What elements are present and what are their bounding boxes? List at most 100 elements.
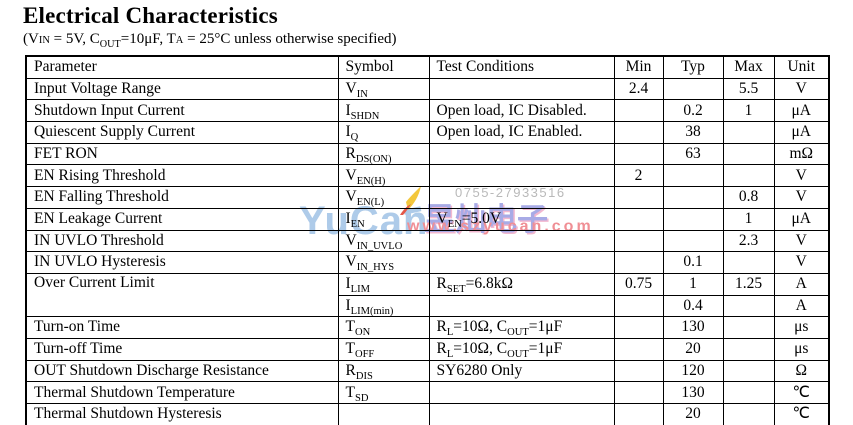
max-cell: 0.8 (722, 186, 775, 209)
symbol-cell: RDS(ON) (337, 142, 430, 166)
typ-cell: 130 (662, 381, 724, 404)
unit-cell: ℃ (773, 381, 830, 404)
param-cell: OUT Shutdown Discharge Resistance (25, 359, 339, 383)
table-row: EN Leakage Current IEN VEN=5.0V 1 μA (25, 207, 830, 231)
symbol-cell: ILIM(min) (337, 294, 430, 318)
param-cell: FET RON (25, 142, 339, 166)
param-cell: Over Current Limit (25, 272, 339, 318)
typ-cell: 130 (662, 316, 724, 339)
conditions-cell: VEN=5.0V (428, 207, 615, 231)
unit-cell: V (773, 229, 830, 253)
symbol-cell: TON (337, 316, 430, 339)
min-cell (613, 337, 664, 361)
unit-cell: μs (773, 337, 830, 361)
typ-cell (662, 77, 724, 101)
min-cell (613, 99, 664, 123)
conditions-cell (428, 164, 615, 188)
param-cell: EN Rising Threshold (25, 164, 339, 188)
min-cell (613, 381, 664, 404)
symbol-cell: TOFF (337, 337, 430, 361)
max-cell: 1.25 (722, 272, 775, 296)
col-header-unit: Unit (773, 55, 830, 79)
symbol-cell: VEN(L) (337, 186, 430, 209)
min-cell: 0.75 (613, 272, 664, 296)
typ-cell: 0.2 (662, 99, 724, 123)
conditions-cell: SY6280 Only (428, 359, 615, 383)
min-cell (613, 229, 664, 253)
table-row: EN Falling Threshold VEN(L) 0.8 V (25, 186, 830, 209)
unit-cell: A (773, 294, 830, 318)
test-conditions-note: (VIN = 5V, COUT=10μF, TA = 25°C unless o… (23, 31, 397, 51)
param-cell: IN UVLO Threshold (25, 229, 339, 253)
min-cell: 2.4 (613, 77, 664, 101)
typ-cell (662, 164, 724, 188)
min-cell: 2 (613, 164, 664, 188)
symbol-cell: ILIM (337, 272, 430, 296)
typ-cell: 120 (662, 359, 724, 383)
symbol-cell: VIN (337, 77, 430, 101)
unit-cell: μA (773, 99, 830, 123)
symbol-cell: IEN (337, 207, 430, 231)
min-cell (613, 121, 664, 144)
conditions-cell: RL=10Ω, COUT=1μF (428, 337, 615, 361)
typ-cell: 1 (662, 272, 724, 296)
table-row: Turn-off Time TOFF RL=10Ω, COUT=1μF 20 μ… (25, 337, 830, 361)
conditions-cell: RSET=6.8kΩ (428, 272, 615, 296)
typ-cell (662, 229, 724, 253)
symbol-cell (337, 402, 430, 425)
max-cell (722, 142, 775, 166)
unit-cell: A (773, 272, 830, 296)
conditions-cell (428, 402, 615, 425)
max-cell (722, 381, 775, 404)
conditions-cell (428, 251, 615, 274)
min-cell (613, 186, 664, 209)
symbol-cell: RDIS (337, 359, 430, 383)
param-cell: EN Falling Threshold (25, 186, 339, 209)
max-cell (722, 359, 775, 383)
symbol-cell: VEN(H) (337, 164, 430, 188)
table-row: Input Voltage Range VIN 2.4 5.5 V (25, 77, 830, 101)
max-cell: 1 (722, 207, 775, 231)
min-cell (613, 251, 664, 274)
conditions-cell (428, 77, 615, 101)
min-cell (613, 316, 664, 339)
table-row: Quiescent Supply Current IQ Open load, I… (25, 121, 830, 144)
symbol-cell: IQ (337, 121, 430, 144)
min-cell (613, 294, 664, 318)
conditions-cell (428, 186, 615, 209)
min-cell (613, 359, 664, 383)
symbol-cell: VIN_UVLO (337, 229, 430, 253)
max-cell (722, 337, 775, 361)
table-row: ILIM(min) 0.4 A (26, 294, 830, 318)
unit-cell: mΩ (773, 142, 830, 166)
param-cell: Input Voltage Range (25, 77, 339, 101)
table-row: Thermal Shutdown Temperature TSD 130 ℃ (25, 381, 830, 404)
typ-cell (662, 186, 724, 209)
param-cell: Thermal Shutdown Hysteresis (25, 402, 339, 425)
col-header-max: Max (722, 55, 775, 79)
param-cell: Turn-on Time (25, 316, 339, 339)
max-cell (722, 251, 775, 274)
table-row: Shutdown Input Current ISHDN Open load, … (25, 99, 830, 123)
max-cell (722, 316, 775, 339)
table-row: IN UVLO Threshold VIN_UVLO 2.3 V (25, 229, 830, 253)
table-row: Turn-on Time TON RL=10Ω, COUT=1μF 130 μs (25, 316, 830, 339)
conditions-cell (428, 294, 615, 318)
unit-cell: μA (773, 121, 830, 144)
heading-block: Electrical Characteristics (VIN = 5V, CO… (23, 3, 397, 51)
conditions-cell: RL=10Ω, COUT=1μF (428, 316, 615, 339)
table-row: OUT Shutdown Discharge Resistance RDIS S… (25, 359, 830, 383)
max-cell (722, 164, 775, 188)
col-header-parameter: Parameter (25, 55, 339, 79)
param-cell: EN Leakage Current (25, 207, 339, 231)
conditions-cell (428, 142, 615, 166)
unit-cell: μA (773, 207, 830, 231)
typ-cell: 38 (662, 121, 724, 144)
symbol-cell: TSD (337, 381, 430, 404)
unit-cell: μs (773, 316, 830, 339)
unit-cell: V (773, 251, 830, 274)
col-header-typ: Typ (662, 55, 724, 79)
min-cell (613, 142, 664, 166)
max-cell: 5.5 (722, 77, 775, 101)
